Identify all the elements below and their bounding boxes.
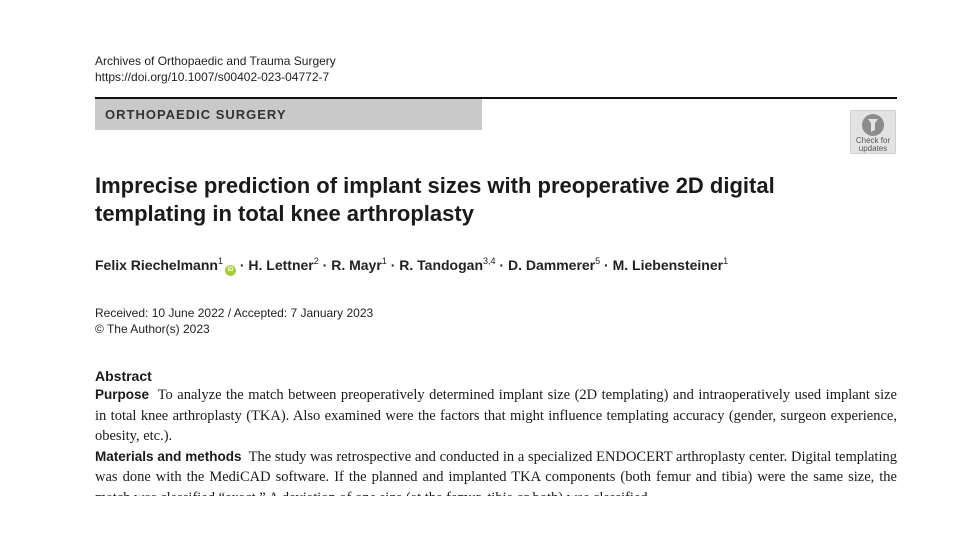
author-name[interactable]: R. Tandogan	[399, 257, 483, 273]
header-rule	[95, 97, 897, 99]
purpose-text: To analyze the match between preoperativ…	[95, 387, 897, 444]
abstract-section: Abstract Purpose To analyze the match be…	[95, 367, 897, 496]
author-separator: ·	[235, 257, 249, 273]
check-updates-line1: Check for	[855, 136, 891, 145]
author-separator: ·	[495, 257, 508, 273]
author-list: Felix Riechelmann1iD · H. Lettner2 · R. …	[95, 256, 895, 276]
author-affiliation: 1	[723, 256, 729, 266]
check-updates-line2: updates	[858, 144, 888, 153]
author-affiliation: 1	[217, 256, 223, 266]
author-name[interactable]: H. Lettner	[248, 257, 314, 273]
article-dates: Received: 10 June 2022 / Accepted: 7 Jan…	[95, 305, 373, 337]
abstract-methods: Materials and methods The study was retr…	[95, 447, 897, 497]
author-separator: ·	[600, 257, 613, 273]
author-affiliation: 2	[313, 256, 319, 266]
methods-text: The study was retrospective and conducte…	[95, 448, 897, 497]
author-name[interactable]: Felix Riechelmann	[95, 257, 218, 273]
purpose-label: Purpose	[95, 387, 150, 402]
author-name[interactable]: M. Liebensteiner	[612, 257, 724, 273]
methods-label: Materials and methods	[95, 448, 242, 464]
abstract-heading: Abstract	[95, 368, 152, 384]
author-affiliation: 5	[595, 256, 601, 266]
journal-header: Archives of Orthopaedic and Trauma Surge…	[95, 53, 336, 85]
author-affiliation: 3,4	[483, 256, 496, 266]
author-name[interactable]: D. Dammerer	[507, 257, 596, 273]
copyright-notice: © The Author(s) 2023	[95, 322, 210, 336]
author-affiliation: 1	[381, 256, 387, 266]
abstract-purpose: Purpose To analyze the match between pre…	[95, 385, 897, 447]
author-separator: ·	[386, 257, 400, 273]
doi-link[interactable]: https://doi.org/10.1007/s00402-023-04772…	[95, 70, 330, 84]
received-accepted-date: Received: 10 June 2022 / Accepted: 7 Jan…	[95, 306, 374, 320]
journal-name: Archives of Orthopaedic and Trauma Surge…	[95, 54, 336, 68]
author-name[interactable]: R. Mayr	[331, 257, 382, 273]
orcid-icon[interactable]: iD	[224, 265, 236, 276]
article-title: Imprecise prediction of implant sizes wi…	[95, 173, 775, 226]
check-updates-icon	[862, 114, 884, 136]
check-for-updates-button[interactable]: Check for updates	[850, 110, 896, 154]
author-separator: ·	[318, 257, 332, 273]
section-label: ORTHOPAEDIC SURGERY	[95, 99, 482, 130]
